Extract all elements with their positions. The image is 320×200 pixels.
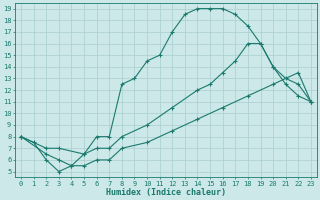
- X-axis label: Humidex (Indice chaleur): Humidex (Indice chaleur): [106, 188, 226, 197]
